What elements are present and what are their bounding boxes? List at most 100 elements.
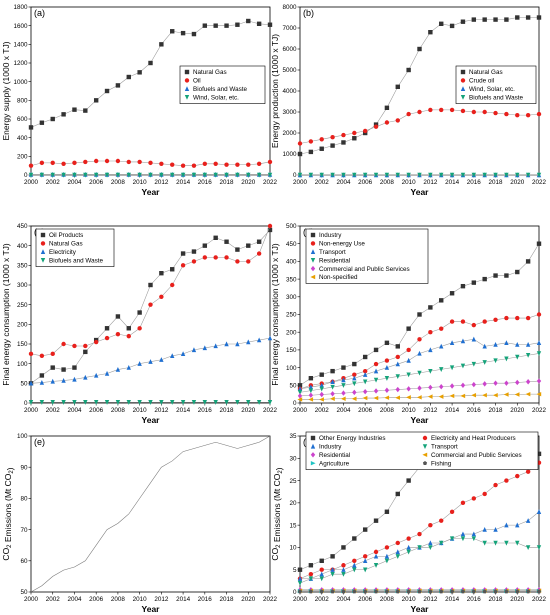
data-point xyxy=(267,172,273,178)
data-point xyxy=(417,385,422,391)
data-point xyxy=(395,395,400,400)
data-point xyxy=(83,108,88,113)
data-point xyxy=(515,379,520,386)
data-point xyxy=(406,478,411,483)
data-point xyxy=(471,172,477,178)
data-point xyxy=(126,172,131,178)
legend-marker xyxy=(460,78,466,83)
series-biofuels-and-waste xyxy=(297,172,542,178)
x-tick-label: 2014 xyxy=(445,596,460,603)
data-point xyxy=(213,23,218,28)
data-point xyxy=(213,161,218,166)
data-point xyxy=(384,553,390,559)
y-tick-label: 30 xyxy=(289,455,297,462)
data-point xyxy=(417,370,422,376)
data-point xyxy=(352,136,357,141)
data-point xyxy=(515,172,520,178)
data-point xyxy=(330,143,335,148)
legend-label: Commercial and Public Services xyxy=(319,266,410,273)
data-point xyxy=(104,335,110,341)
legend-marker xyxy=(40,249,46,254)
data-point xyxy=(362,527,368,532)
data-point xyxy=(373,395,379,401)
data-point xyxy=(395,84,400,89)
x-tick-label: 2016 xyxy=(467,179,482,186)
y-tick-label: 300 xyxy=(17,282,28,289)
data-point xyxy=(39,172,45,178)
y-tick-label: 2000 xyxy=(282,130,297,137)
y-tick-label: 0 xyxy=(293,589,297,596)
y-tick-label: 1200 xyxy=(13,60,28,67)
data-point xyxy=(482,589,487,594)
data-point xyxy=(439,367,444,372)
series-electricity-and-heat-producers xyxy=(297,460,542,581)
x-axis-title: Year xyxy=(142,187,161,197)
y-tick-label: 5000 xyxy=(282,67,297,74)
data-point xyxy=(126,400,131,405)
x-tick-label: 2020 xyxy=(510,596,525,603)
data-point xyxy=(417,172,422,178)
x-tick-label: 2022 xyxy=(532,407,547,414)
data-point xyxy=(246,162,251,167)
x-tick-label: 2002 xyxy=(46,596,61,603)
data-point xyxy=(256,21,262,26)
data-point xyxy=(525,172,531,178)
x-tick-label: 2022 xyxy=(532,179,547,186)
x-tick-label: 2004 xyxy=(336,179,351,186)
legend-marker xyxy=(184,86,190,91)
data-point xyxy=(449,23,455,29)
series-line xyxy=(299,338,540,390)
data-point xyxy=(93,400,99,405)
data-point xyxy=(297,383,303,388)
x-tick-label: 2018 xyxy=(220,407,235,414)
data-point xyxy=(449,291,455,296)
data-point xyxy=(417,531,422,537)
data-point xyxy=(406,326,411,331)
panel-label: (e) xyxy=(34,437,45,447)
y-tick-label: 20 xyxy=(289,500,297,507)
data-point xyxy=(439,298,444,303)
legend-marker xyxy=(422,452,428,457)
data-point xyxy=(406,544,411,550)
data-point xyxy=(482,17,487,22)
x-tick-label: 2002 xyxy=(46,407,61,414)
y-tick-label: 0 xyxy=(293,400,297,407)
legend-label: Biofuels and Waste xyxy=(469,94,524,101)
data-point xyxy=(104,370,110,376)
data-point xyxy=(504,172,509,178)
panel-label: (b) xyxy=(303,8,314,18)
data-point xyxy=(493,273,498,278)
x-tick-label: 2012 xyxy=(423,596,438,603)
legend-label: Industry xyxy=(319,444,342,451)
y-tick-label: 3000 xyxy=(282,109,297,116)
data-point xyxy=(180,163,186,168)
y-tick-label: 300 xyxy=(286,294,297,301)
y-tick-label: 400 xyxy=(17,135,28,142)
data-point xyxy=(191,400,197,405)
data-point xyxy=(504,273,509,278)
data-point xyxy=(536,378,542,384)
x-tick-label: 2008 xyxy=(111,596,126,603)
x-tick-label: 2022 xyxy=(532,596,547,603)
data-point xyxy=(170,29,175,34)
data-point xyxy=(202,161,208,166)
data-point xyxy=(504,589,509,594)
data-point xyxy=(308,149,314,155)
y-tick-label: 50 xyxy=(20,381,28,388)
data-point xyxy=(104,88,110,94)
x-tick-label: 2010 xyxy=(402,596,417,603)
data-point xyxy=(460,589,466,594)
legend-label: Residential xyxy=(319,257,350,264)
data-point xyxy=(39,379,45,385)
data-point xyxy=(72,343,77,349)
data-point xyxy=(202,255,208,260)
legend-marker xyxy=(184,69,190,75)
data-point xyxy=(202,400,208,405)
x-tick-label: 2012 xyxy=(423,407,438,414)
x-tick-label: 2016 xyxy=(198,407,213,414)
data-point xyxy=(137,172,142,178)
data-point xyxy=(341,383,346,388)
data-point xyxy=(191,172,197,178)
legend-marker xyxy=(422,444,428,449)
